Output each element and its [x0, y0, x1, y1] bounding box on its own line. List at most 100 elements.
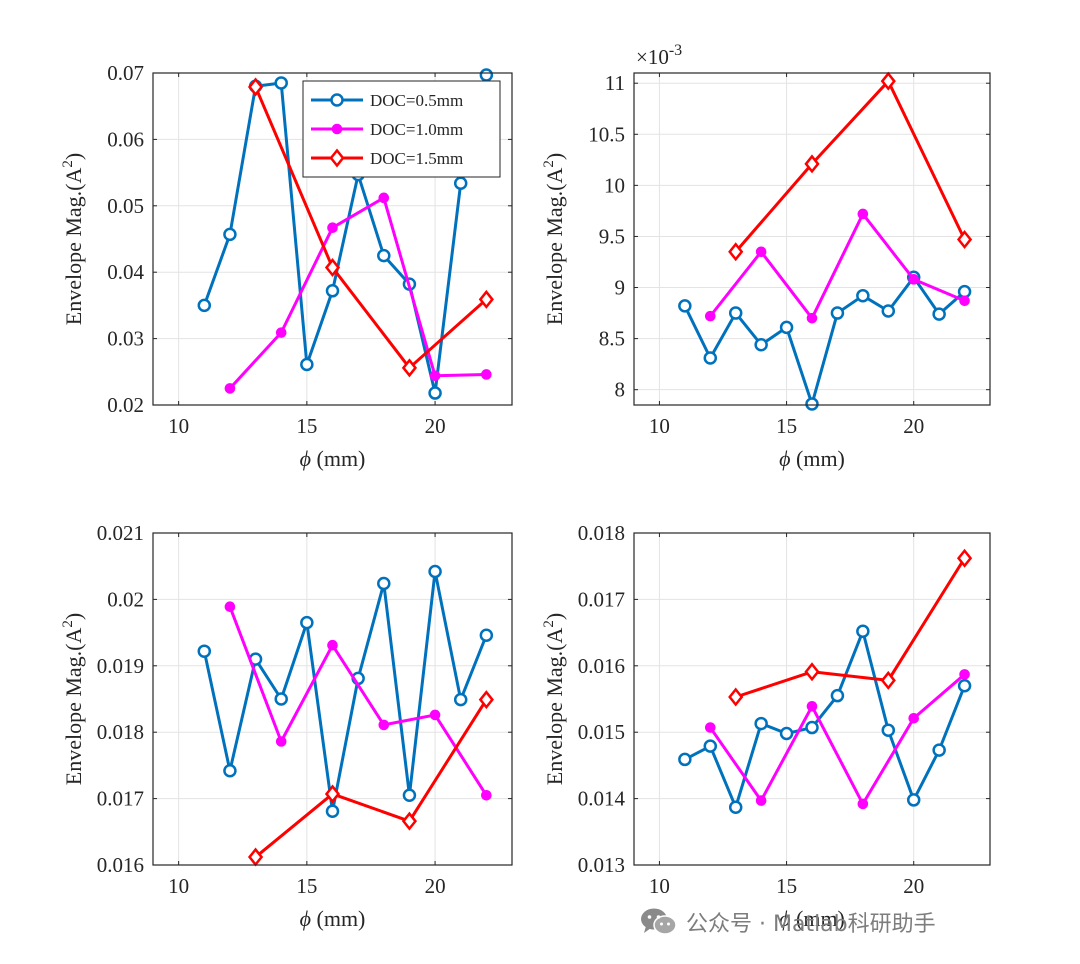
data-point-doc-0-5mm [453, 692, 468, 707]
y-tick-label: 0.017 [578, 587, 625, 611]
x-tick-label: 10 [649, 414, 670, 438]
data-point-doc-1-0mm [908, 712, 920, 724]
data-point-doc-0-5mm [300, 615, 314, 630]
x-axis-label: ϕ (mm) [300, 446, 366, 471]
x-tick-label: 15 [776, 414, 797, 438]
legend: DOC=0.5mm DOC=1.0mm DOC=1.5mm [302, 80, 501, 178]
data-point-doc-0-5mm [300, 357, 314, 372]
data-point-doc-0-5mm [728, 800, 743, 814]
x-tick-label: 20 [903, 414, 924, 438]
data-point-doc-0-5mm [805, 397, 819, 411]
data-point-doc-0-5mm [223, 227, 237, 242]
legend-marker-doc-1-0mm [331, 123, 343, 135]
y-tick-label: 0.02 [107, 393, 144, 417]
y-tick-label: 0.018 [97, 720, 144, 744]
y-tick-label: 0.016 [97, 853, 144, 877]
data-point-doc-1-5mm [324, 258, 341, 278]
data-point-doc-0-5mm [703, 351, 718, 365]
data-point-doc-1-0mm [224, 601, 236, 613]
data-point-doc-1-0mm [806, 701, 818, 712]
y-tick-label: 0.05 [107, 194, 144, 218]
data-point-doc-0-5mm [274, 692, 288, 706]
y-tick-label: 0.07 [107, 61, 144, 85]
data-point-doc-0-5mm [197, 644, 212, 658]
data-point-doc-0-5mm [402, 788, 417, 803]
data-point-doc-0-5mm [932, 307, 946, 321]
data-point-doc-1-0mm [755, 795, 767, 806]
data-point-doc-0-5mm [428, 564, 442, 579]
y-exponent-label: ×10-3 [636, 42, 682, 69]
data-point-doc-1-0mm [481, 369, 492, 380]
y-tick-label: 11 [605, 71, 625, 95]
data-point-doc-0-5mm [274, 76, 288, 90]
x-tick-label: 20 [425, 414, 446, 438]
y-tick-label: 8 [615, 378, 626, 402]
y-tick-label: 0.04 [107, 260, 144, 284]
series-line-doc-0-5mm [202, 570, 488, 813]
series-line-doc-1-0mm [228, 606, 488, 797]
data-point-doc-1-5mm [247, 77, 264, 97]
data-point-doc-0-5mm [754, 337, 768, 352]
y-tick-label: 0.017 [97, 787, 144, 811]
data-point-doc-0-5mm [856, 288, 870, 303]
y-tick-label: 8.5 [599, 327, 625, 351]
data-point-doc-1-0mm [378, 719, 390, 731]
data-point-doc-1-0mm [275, 327, 287, 338]
data-point-doc-1-0mm [327, 639, 338, 651]
legend-marker-doc-0-5mm [330, 93, 344, 107]
axes-frame [152, 532, 513, 866]
data-point-doc-1-5mm [804, 662, 820, 682]
series-line-doc-1-5mm [735, 557, 966, 699]
chart-panel-4: 10 15 20 0.013 0.014 0.015 0.016 0.017 0.018 ϕ (m… [541, 521, 991, 931]
data-point-doc-0-5mm [957, 284, 972, 299]
data-point-doc-1-0mm [959, 295, 970, 307]
x-axis-label: ϕ (mm) [300, 906, 366, 931]
y-tick-label: 0.013 [578, 853, 625, 877]
data-point-doc-1-5mm [401, 358, 418, 378]
plot-area [634, 533, 990, 865]
axes-frame [152, 72, 513, 406]
axes-frame [633, 72, 991, 406]
data-point-doc-1-0mm [481, 789, 492, 801]
chart-panel-2: 10 15 20 8 8.5 9 9.5 10 10.5 11 ×10-3 ϕ (mm) Envelop… [541, 42, 991, 471]
legend-label-doc-1-5mm: DOC=1.5mm [370, 149, 463, 168]
y-tick-label: 0.021 [97, 521, 144, 545]
y-tick-label: 0.03 [107, 327, 144, 351]
y-tick-label: 0.018 [578, 521, 625, 545]
y-tick-label: 0.019 [97, 654, 144, 678]
legend-label-doc-1-0mm: DOC=1.0mm [370, 120, 463, 139]
data-point-doc-0-5mm [830, 688, 845, 703]
data-point-doc-1-5mm [880, 71, 896, 91]
data-point-doc-1-5mm [478, 690, 494, 710]
data-point-doc-0-5mm [779, 726, 794, 741]
watermark-text: 公众号 · Matlab科研助手 [686, 912, 936, 937]
data-point-doc-1-0mm [857, 798, 869, 810]
x-tick-label: 20 [425, 874, 446, 898]
y-tick-label: 0.02 [107, 587, 144, 611]
series-line-doc-1-0mm [709, 212, 966, 320]
legend-marker-doc-1-5mm [329, 148, 345, 168]
data-point-doc-1-0mm [908, 274, 920, 285]
x-tick-label: 10 [649, 874, 670, 898]
data-point-doc-1-5mm [956, 230, 973, 250]
data-point-doc-0-5mm [453, 176, 468, 190]
x-axis-label: ϕ (mm) [779, 906, 845, 931]
data-point-doc-1-5mm [804, 154, 820, 174]
data-point-doc-0-5mm [881, 723, 896, 737]
data-point-doc-1-0mm [327, 222, 338, 234]
data-point-doc-0-5mm [377, 248, 391, 263]
data-point-doc-0-5mm [728, 306, 743, 320]
y-axis-label: Envelope Mag.(A2) [541, 153, 567, 325]
data-point-doc-1-0mm [755, 246, 767, 258]
data-point-doc-0-5mm [377, 576, 391, 591]
data-point-doc-0-5mm [881, 304, 896, 318]
y-tick-label: 0.016 [578, 654, 625, 678]
y-tick-label: 0.014 [578, 787, 626, 811]
data-point-doc-1-5mm [401, 811, 418, 831]
series-line-doc-1-5mm [734, 79, 966, 253]
watermark: 公众号 · Matlab科研助手 [640, 902, 936, 942]
data-point-doc-0-5mm [957, 678, 972, 693]
y-axis-label: Envelope Mag.(A2) [60, 153, 86, 325]
series-line-doc-1-5mm [254, 698, 488, 859]
